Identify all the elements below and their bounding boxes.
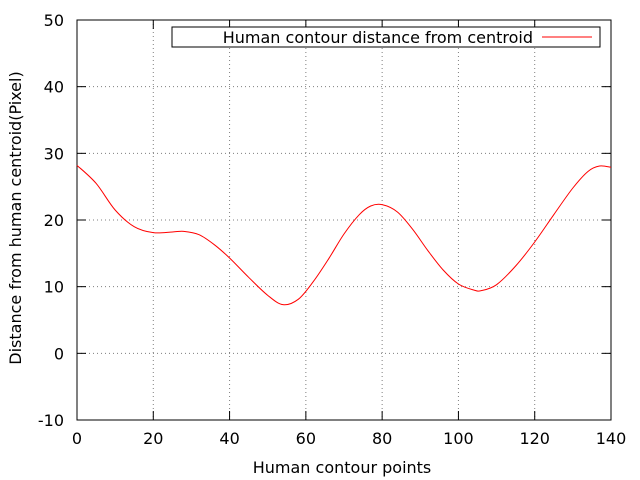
x-tick-label: 20 [143,429,163,448]
x-tick-label: 140 [596,429,627,448]
x-tick-labels: 0 20 40 60 80 100 120 140 [72,429,626,448]
y-tick-label: 10 [44,278,64,297]
grid-lines [77,20,611,420]
x-axis-label: Human contour points [253,458,432,477]
x-tick-label: 40 [219,429,239,448]
legend-label: Human contour distance from centroid [223,28,533,47]
y-tick-label: 0 [54,344,64,363]
y-tick-label: 30 [44,144,64,163]
x-tick-label: 60 [296,429,316,448]
legend: Human contour distance from centroid [171,26,601,48]
legend-box [171,26,601,48]
y-tick-label: 40 [44,78,64,97]
series-line [76,164,612,306]
y-tick-labels: -10 0 10 20 30 40 50 [38,11,64,430]
y-tick-label: -10 [38,411,64,430]
x-tick-label: 100 [443,429,474,448]
y-tick-label: 50 [44,11,64,30]
x-tick-label: 120 [519,429,550,448]
y-axis-label: Distance from human centroid(Pixel) [6,71,25,364]
x-tick-label: 0 [72,429,82,448]
y-tick-label: 20 [44,211,64,230]
x-tick-label: 80 [372,429,392,448]
